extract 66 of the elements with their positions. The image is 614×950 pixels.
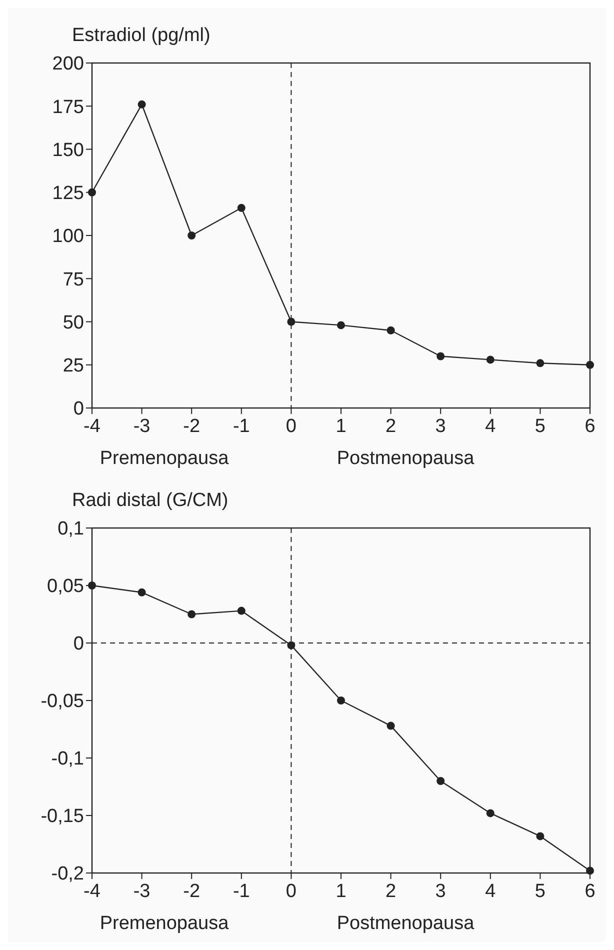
x-tick-label: -4 xyxy=(84,881,101,902)
point xyxy=(188,232,196,240)
x-tick-label: 2 xyxy=(386,881,396,902)
point xyxy=(138,100,146,108)
point xyxy=(337,696,345,704)
y-axis-title: Estradiol (pg/ml) xyxy=(72,25,210,46)
x-tick-label: -1 xyxy=(232,416,250,437)
point xyxy=(287,318,296,326)
y-tick-label: 200 xyxy=(52,54,84,75)
y-tick-label: 0,1 xyxy=(58,518,84,540)
x-tick-label: -4 xyxy=(84,416,101,437)
x-tick-label: 3 xyxy=(435,416,446,437)
x-tick-label: -1 xyxy=(232,881,250,902)
point xyxy=(536,359,544,368)
x-tick-label: 5 xyxy=(534,881,546,902)
point xyxy=(237,204,246,212)
point xyxy=(287,641,296,650)
point xyxy=(386,326,395,334)
point xyxy=(586,360,594,369)
point xyxy=(586,866,594,875)
y-tick-label: 100 xyxy=(52,226,84,248)
text: Premenopausa xyxy=(100,913,230,934)
y-tick-label: 75 xyxy=(62,269,84,290)
point xyxy=(237,606,246,615)
y-tick-label: -0,1 xyxy=(51,748,84,770)
x-tick-label: -2 xyxy=(183,881,200,902)
x-tick-label: 1 xyxy=(336,881,346,902)
point xyxy=(88,582,96,590)
y-tick-label: 150 xyxy=(52,140,84,161)
text: Postmenopausa xyxy=(336,448,475,469)
y-tick-label: 0,05 xyxy=(47,576,84,598)
point xyxy=(337,321,345,330)
x-tick-label: 2 xyxy=(386,416,396,437)
y-tick-label: -0,15 xyxy=(40,806,84,828)
y-tick-label: 125 xyxy=(52,183,84,204)
y-tick-label: 50 xyxy=(62,312,84,334)
y-tick-label: 175 xyxy=(52,96,84,118)
x-tick-label: 5 xyxy=(534,416,546,437)
x-tick-label: 0 xyxy=(286,881,296,902)
x-tick-label: 4 xyxy=(485,416,496,437)
y-tick-label: -0,2 xyxy=(51,864,84,885)
point xyxy=(138,588,146,596)
x-tick-label: 0 xyxy=(286,416,296,437)
point xyxy=(188,610,196,618)
x-tick-label: 3 xyxy=(435,881,446,902)
y-axis-title: Radi distal (G/CM) xyxy=(72,490,228,511)
y-tick-label: -0,05 xyxy=(40,691,84,712)
x-tick-label: 4 xyxy=(485,881,496,902)
point xyxy=(536,832,544,840)
x-tick-label: 1 xyxy=(336,416,346,437)
point xyxy=(88,188,96,196)
y-tick-label: 0 xyxy=(73,634,84,655)
x-tick-label: -3 xyxy=(133,881,150,902)
y-tick-label: 0 xyxy=(73,398,84,420)
x-tick-label: 6 xyxy=(584,881,596,902)
point xyxy=(486,809,494,818)
text: Postmenopausa xyxy=(336,913,475,934)
y-tick-label: 25 xyxy=(62,356,84,377)
x-tick-label: -2 xyxy=(183,416,200,437)
point xyxy=(386,722,395,730)
point xyxy=(486,356,494,364)
point xyxy=(436,352,445,360)
x-tick-label: -3 xyxy=(133,416,150,437)
point xyxy=(436,777,445,785)
x-tick-label: 6 xyxy=(584,416,596,437)
text: Premenopausa xyxy=(100,448,230,469)
